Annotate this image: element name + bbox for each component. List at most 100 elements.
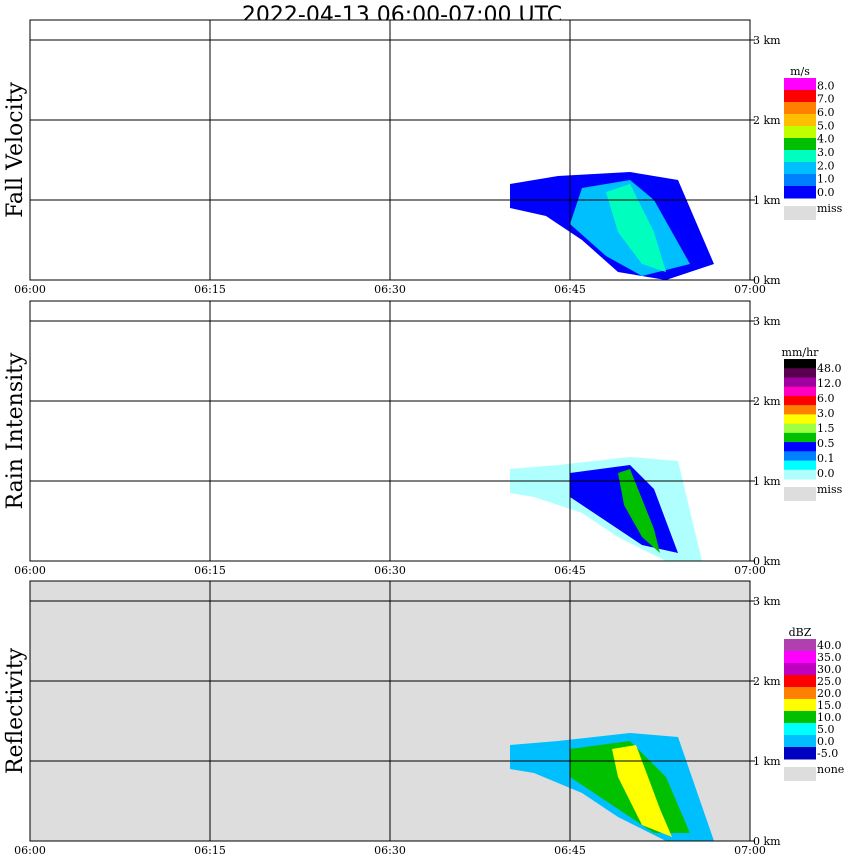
y-tick-label: 1 km (753, 194, 781, 207)
x-tick-label: 06:15 (194, 564, 226, 577)
legend-label: 48.0 (817, 362, 842, 375)
legend-swatch (784, 150, 816, 163)
legend-swatch (784, 663, 816, 676)
x-tick-label: 06:00 (14, 564, 46, 577)
y-tick-label: 0 km (753, 835, 781, 848)
legend-swatch (784, 451, 816, 462)
legend-missing-label: miss (817, 483, 843, 496)
legend-label: 10.0 (817, 711, 842, 724)
x-tick-label: 06:15 (194, 283, 226, 296)
legend-label: 0.5 (817, 437, 835, 450)
y-tick-label: 1 km (753, 475, 781, 488)
legend-swatch (784, 114, 816, 127)
legend-missing-swatch (784, 206, 816, 220)
y-tick-label: 3 km (753, 595, 781, 608)
y-tick-label: 0 km (753, 274, 781, 287)
panel: 0 km 1 km 2 km 3 km 06:00 06:15 06:30 06:45 07:0… (3, 19, 843, 296)
x-tick-label: 06:30 (374, 283, 406, 296)
legend-unit: dBZ (789, 626, 812, 639)
legend-swatch (784, 723, 816, 736)
legend-label: 0.0 (817, 735, 835, 748)
legend-unit: mm/hr (782, 346, 820, 359)
legend-swatch (784, 377, 816, 388)
panel: 0 km 1 km 2 km 3 km 06:00 06:15 06:30 06:45 07:0… (3, 580, 844, 857)
legend-swatch (784, 711, 816, 724)
y-axis-label: Rain Intensity (3, 352, 28, 509)
legend-label: 7.0 (817, 93, 835, 106)
legend-missing-swatch (784, 767, 816, 781)
x-tick-label: 06:00 (14, 283, 46, 296)
y-tick-label: 2 km (753, 395, 781, 408)
x-tick-label: 06:00 (14, 844, 46, 857)
y-axis-label: Fall Velocity (3, 82, 28, 218)
y-tick-label: 1 km (753, 755, 781, 768)
legend-label: 6.0 (817, 392, 835, 405)
legend-missing-label: miss (817, 202, 843, 215)
legend-swatch (784, 442, 816, 452)
legend-label: 5.0 (817, 723, 835, 736)
legend-swatch (784, 78, 816, 91)
echo-region (612, 745, 672, 837)
legend-swatch (784, 432, 816, 443)
x-tick-label: 07:00 (734, 844, 766, 857)
legend-swatch (784, 469, 816, 480)
legend-label: 35.0 (817, 651, 842, 664)
legend-label: 0.1 (817, 452, 835, 465)
x-tick-label: 06:30 (374, 564, 406, 577)
legend-swatch (784, 747, 816, 760)
legend-swatch (784, 102, 816, 115)
legend-swatch (784, 687, 816, 700)
legend: dBZ 40.035.030.025.020.015.010.05.00.0-5.… (784, 626, 844, 781)
legend: m/s 8.07.06.05.04.03.02.01.00.0 miss (784, 65, 843, 220)
legend-label: 8.0 (817, 79, 835, 92)
legend-label: 6.0 (817, 106, 835, 119)
x-tick-label: 06:45 (554, 283, 586, 296)
legend-label: -5.0 (817, 747, 838, 760)
legend-label: 20.0 (817, 687, 842, 700)
x-tick-label: 06:30 (374, 844, 406, 857)
legend-label: 25.0 (817, 675, 842, 688)
legend-swatch (784, 414, 816, 425)
panels: 0 km 1 km 2 km 3 km 06:00 06:15 06:30 06:45 07:0… (3, 19, 844, 857)
legend-swatch (784, 386, 816, 397)
legend-missing-swatch (784, 487, 816, 501)
x-tick-label: 07:00 (734, 564, 766, 577)
legend-swatch (784, 90, 816, 103)
legend: mm/hr 48.0 12.0 6.0 3.0 1.5 0.5 0.1 0.0 miss (782, 346, 843, 501)
legend-swatch (784, 126, 816, 139)
legend-swatch (784, 368, 816, 378)
legend-swatch (784, 395, 816, 406)
y-tick-label: 2 km (753, 675, 781, 688)
y-tick-label: 0 km (753, 555, 781, 568)
plot-frame (29, 19, 751, 281)
x-tick-label: 06:45 (554, 844, 586, 857)
x-tick-label: 06:15 (194, 844, 226, 857)
legend-label: 0.0 (817, 186, 835, 199)
legend-missing-label: none (817, 763, 844, 776)
legend-label: 0.0 (817, 467, 835, 480)
legend-swatch (784, 138, 816, 151)
legend-swatch (784, 639, 816, 652)
y-tick-label: 2 km (753, 114, 781, 127)
legend-swatch (784, 651, 816, 664)
legend-swatch (784, 675, 816, 688)
legend-label: 4.0 (817, 133, 835, 146)
legend-swatch (784, 174, 816, 187)
legend-label: 15.0 (817, 699, 842, 712)
legend-label: 3.0 (817, 146, 835, 159)
echo-region (618, 469, 660, 553)
legend-label: 1.0 (817, 173, 835, 186)
legend-swatch (784, 699, 816, 712)
legend-swatch (784, 186, 816, 199)
legend-unit: m/s (790, 65, 810, 78)
plot-frame (29, 300, 751, 562)
x-tick-label: 06:45 (554, 564, 586, 577)
panel: 0 km 1 km 2 km 3 km 06:00 06:15 06:30 06:45 07:0… (3, 300, 843, 577)
legend-label: 5.0 (817, 119, 835, 132)
legend-label: 30.0 (817, 663, 842, 676)
y-tick-label: 3 km (753, 315, 781, 328)
y-tick-label: 3 km (753, 34, 781, 47)
legend-swatch (784, 359, 816, 369)
echo-region (606, 184, 666, 272)
